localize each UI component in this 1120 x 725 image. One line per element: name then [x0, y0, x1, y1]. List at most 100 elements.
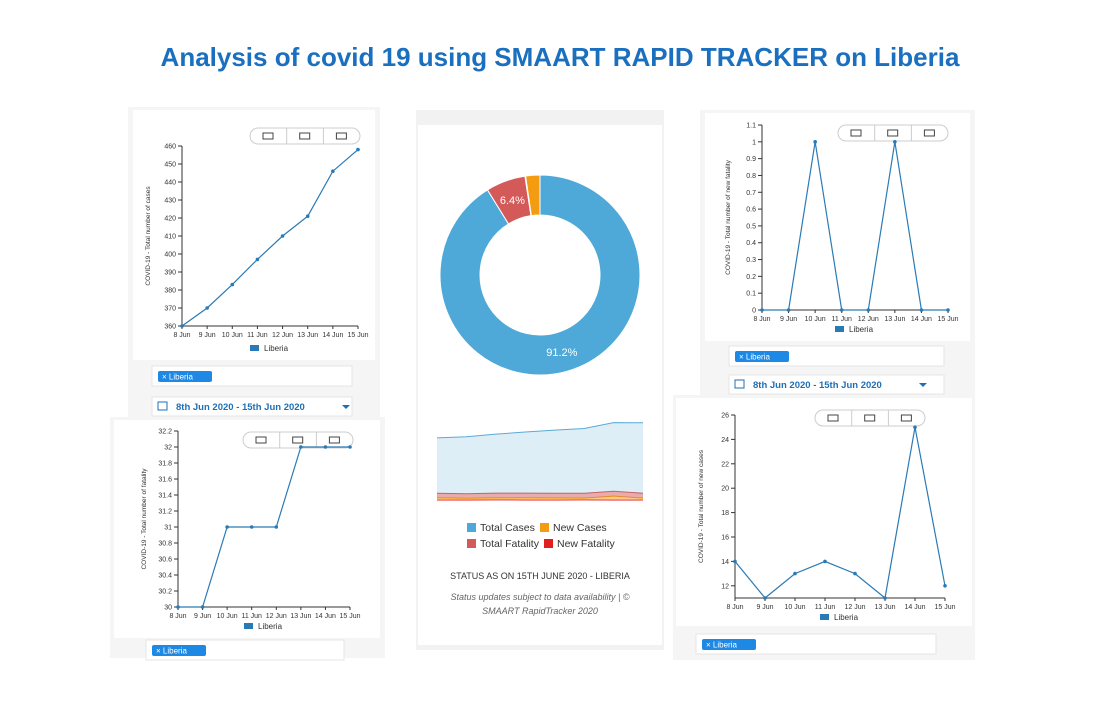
y-tick-label: 20: [721, 486, 729, 493]
y-tick-label: 26: [721, 413, 729, 420]
y-tick-label: 18: [721, 510, 729, 517]
page-title: Analysis of covid 19 using SMAART RAPID …: [161, 42, 960, 72]
x-tick-label: 15 Jun: [347, 332, 368, 339]
x-tick-label: 15 Jun: [937, 316, 958, 323]
y-tick-label: 0.6: [746, 207, 756, 214]
x-tick-label: 10 Jun: [222, 332, 243, 339]
x-tick-label: 14 Jun: [904, 604, 925, 611]
x-tick-label: 13 Jun: [290, 613, 311, 620]
y-tick-label: 14: [721, 559, 729, 566]
x-tick-label: 11 Jun: [247, 332, 268, 339]
legend-swatch: [820, 614, 829, 620]
x-tick-label: 9 Jun: [199, 332, 216, 339]
y-tick-label: 0.5: [746, 223, 756, 230]
legend-label[interactable]: Total Fatality: [480, 538, 540, 550]
x-tick-label: 10 Jun: [217, 613, 238, 620]
x-tick-label: 9 Jun: [756, 604, 773, 611]
y-tick-label: 22: [721, 461, 729, 468]
data-point: [256, 258, 260, 262]
data-point: [866, 308, 870, 312]
x-tick-label: 9 Jun: [780, 316, 797, 323]
y-tick-label: 30.8: [158, 541, 172, 548]
legend-label[interactable]: Liberia: [264, 344, 289, 353]
date-range[interactable]: 8th Jun 2020 - 15th Jun 2020: [753, 380, 882, 391]
legend-swatch: [835, 326, 844, 332]
y-tick-label: 400: [164, 252, 176, 259]
y-tick-label: 430: [164, 198, 176, 205]
y-tick-label: 31.6: [158, 477, 172, 484]
data-point: [946, 308, 950, 312]
filter-chip-label[interactable]: × Liberia: [162, 373, 193, 382]
y-tick-label: 1.1: [746, 123, 756, 130]
x-tick-label: 13 Jun: [874, 604, 895, 611]
y-tick-label: 0.8: [746, 173, 756, 180]
x-tick-label: 9 Jun: [194, 613, 211, 620]
y-tick-label: 450: [164, 162, 176, 169]
filter-chip-label[interactable]: × Liberia: [706, 641, 737, 650]
y-tick-label: 30.2: [158, 589, 172, 596]
y-tick-label: 31: [164, 525, 172, 532]
y-tick-label: 410: [164, 234, 176, 241]
chart-toolbar: [250, 128, 360, 144]
y-tick-label: 31.2: [158, 509, 172, 516]
data-point: [356, 148, 360, 152]
data-point: [913, 425, 917, 429]
panel-card: [114, 420, 380, 638]
x-tick-label: 14 Jun: [911, 316, 932, 323]
y-tick-label: 420: [164, 216, 176, 223]
y-axis-label: COVID-19 - Total number of new fatality: [725, 159, 732, 275]
filter-chip-label[interactable]: × Liberia: [156, 647, 187, 656]
y-tick-label: 31.4: [158, 493, 172, 500]
data-point: [348, 445, 352, 449]
legend-label[interactable]: New Fatality: [557, 538, 616, 550]
legend-label[interactable]: New Cases: [553, 522, 607, 534]
data-point: [306, 214, 310, 218]
legend-swatch: [244, 623, 253, 629]
data-point: [763, 596, 767, 600]
chart-toolbar: [815, 410, 925, 426]
legend-swatch: [540, 523, 549, 532]
x-tick-label: 14 Jun: [315, 613, 336, 620]
data-point: [920, 308, 924, 312]
data-point: [787, 308, 791, 312]
legend-swatch: [467, 539, 476, 548]
legend-label[interactable]: Liberia: [258, 622, 283, 631]
data-point: [813, 140, 817, 144]
y-tick-label: 0: [752, 308, 756, 315]
slice-label: 6.4%: [500, 195, 525, 207]
date-range[interactable]: 8th Jun 2020 - 15th Jun 2020: [176, 402, 305, 413]
slice-label: 91.2%: [546, 347, 577, 359]
data-point: [853, 572, 857, 576]
x-tick-label: 8 Jun: [726, 604, 743, 611]
data-point: [943, 584, 947, 588]
y-tick-label: 24: [721, 437, 729, 444]
data-point: [201, 605, 205, 609]
status-text: STATUS AS ON 15TH JUNE 2020 - LIBERIA: [450, 571, 630, 581]
y-tick-label: 0.9: [746, 156, 756, 163]
legend-swatch: [467, 523, 476, 532]
y-tick-label: 380: [164, 288, 176, 295]
x-tick-label: 12 Jun: [266, 613, 287, 620]
chart-toolbar: [243, 432, 353, 448]
legend-label[interactable]: Liberia: [834, 613, 859, 622]
y-tick-label: 370: [164, 306, 176, 313]
x-tick-label: 12 Jun: [272, 332, 293, 339]
y-tick-label: 460: [164, 144, 176, 151]
filter-chip-label[interactable]: × Liberia: [739, 353, 770, 362]
data-point: [299, 445, 303, 449]
data-point: [274, 525, 278, 529]
legend-label[interactable]: Liberia: [849, 325, 874, 334]
x-tick-label: 8 Jun: [173, 332, 190, 339]
chart-toolbar: [838, 125, 948, 141]
legend-label[interactable]: Total Cases: [480, 522, 535, 534]
y-tick-label: 30.6: [158, 557, 172, 564]
x-tick-label: 11 Jun: [815, 604, 836, 611]
data-point: [883, 596, 887, 600]
data-point: [331, 169, 335, 173]
data-point: [733, 560, 737, 564]
x-tick-label: 14 Jun: [322, 332, 343, 339]
y-axis-label: COVID-19 - Total number of cases: [145, 186, 152, 286]
x-tick-label: 15 Jun: [339, 613, 360, 620]
y-tick-label: 0.4: [746, 240, 756, 247]
